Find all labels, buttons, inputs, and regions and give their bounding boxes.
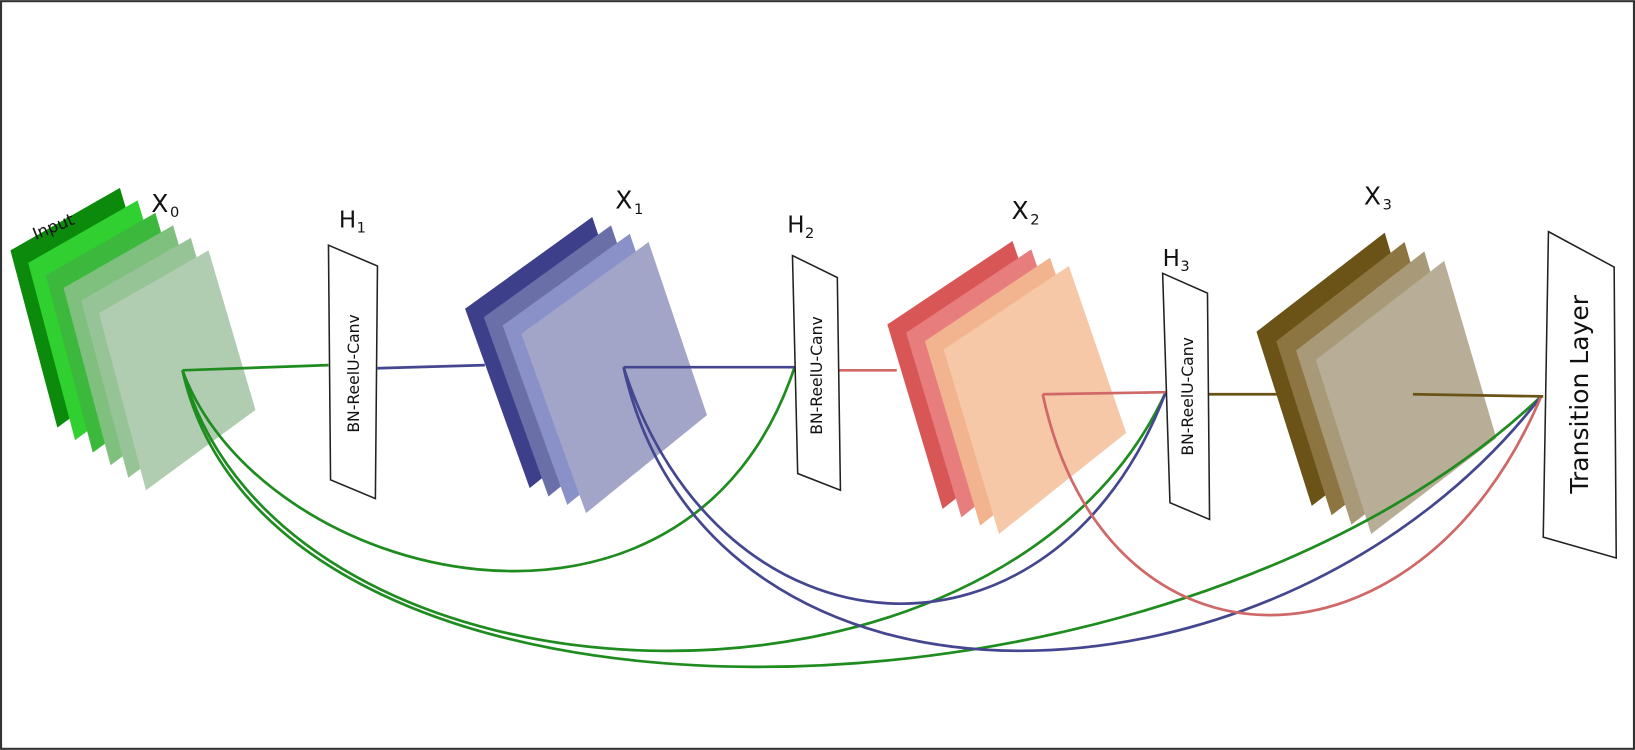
x2-to-transition-link [1041,394,1543,617]
svg-text:1: 1 [634,201,643,218]
svg-text:2: 2 [1030,211,1039,228]
h1-to-x1-link [377,363,485,370]
x2-feature-maps-plane [943,266,1127,535]
x0-to-transition-link [181,370,1543,669]
x3-feature-maps-plane [1315,260,1497,535]
svg-text:2: 2 [805,225,814,242]
h2-block [791,254,842,492]
x1-feature-maps-plane [521,242,707,514]
svg-text:3: 3 [1383,197,1392,214]
h2-block-label: BN-ReelU-Canv [807,316,826,434]
x3-feature-maps [1256,232,1497,535]
x1-to-transition-link [622,366,1543,653]
x0-to-h3-link [181,369,1168,653]
x0-to-h1-link [182,363,329,372]
svg-text:X: X [1364,182,1381,211]
svg-text:X: X [151,189,168,218]
svg-text:H: H [1163,246,1180,272]
x0-to-h2-link [181,366,796,573]
x2-to-h3-link [1042,390,1166,396]
svg-text:X: X [1011,196,1028,225]
svg-text:0: 0 [170,204,179,221]
h3-block [1161,272,1211,521]
x2-feature-maps [887,241,1127,535]
transition-layer-block [1542,230,1618,560]
x1-to-h3-link [622,366,1168,605]
h1-block [327,243,379,500]
x1-feature-maps [465,217,707,514]
svg-text:X: X [615,186,632,215]
h1-block-label: BN-ReelU-Canv [344,314,363,432]
transition-layer-label: Transition Layer [1565,294,1594,494]
x3-to-transition-link [1412,392,1544,398]
svg-text:H: H [339,207,356,233]
svg-text:1: 1 [357,220,366,237]
svg-text:3: 3 [1180,258,1189,275]
h3-block-label: BN-ReelU-Canv [1178,337,1197,455]
svg-text:H: H [787,213,804,239]
